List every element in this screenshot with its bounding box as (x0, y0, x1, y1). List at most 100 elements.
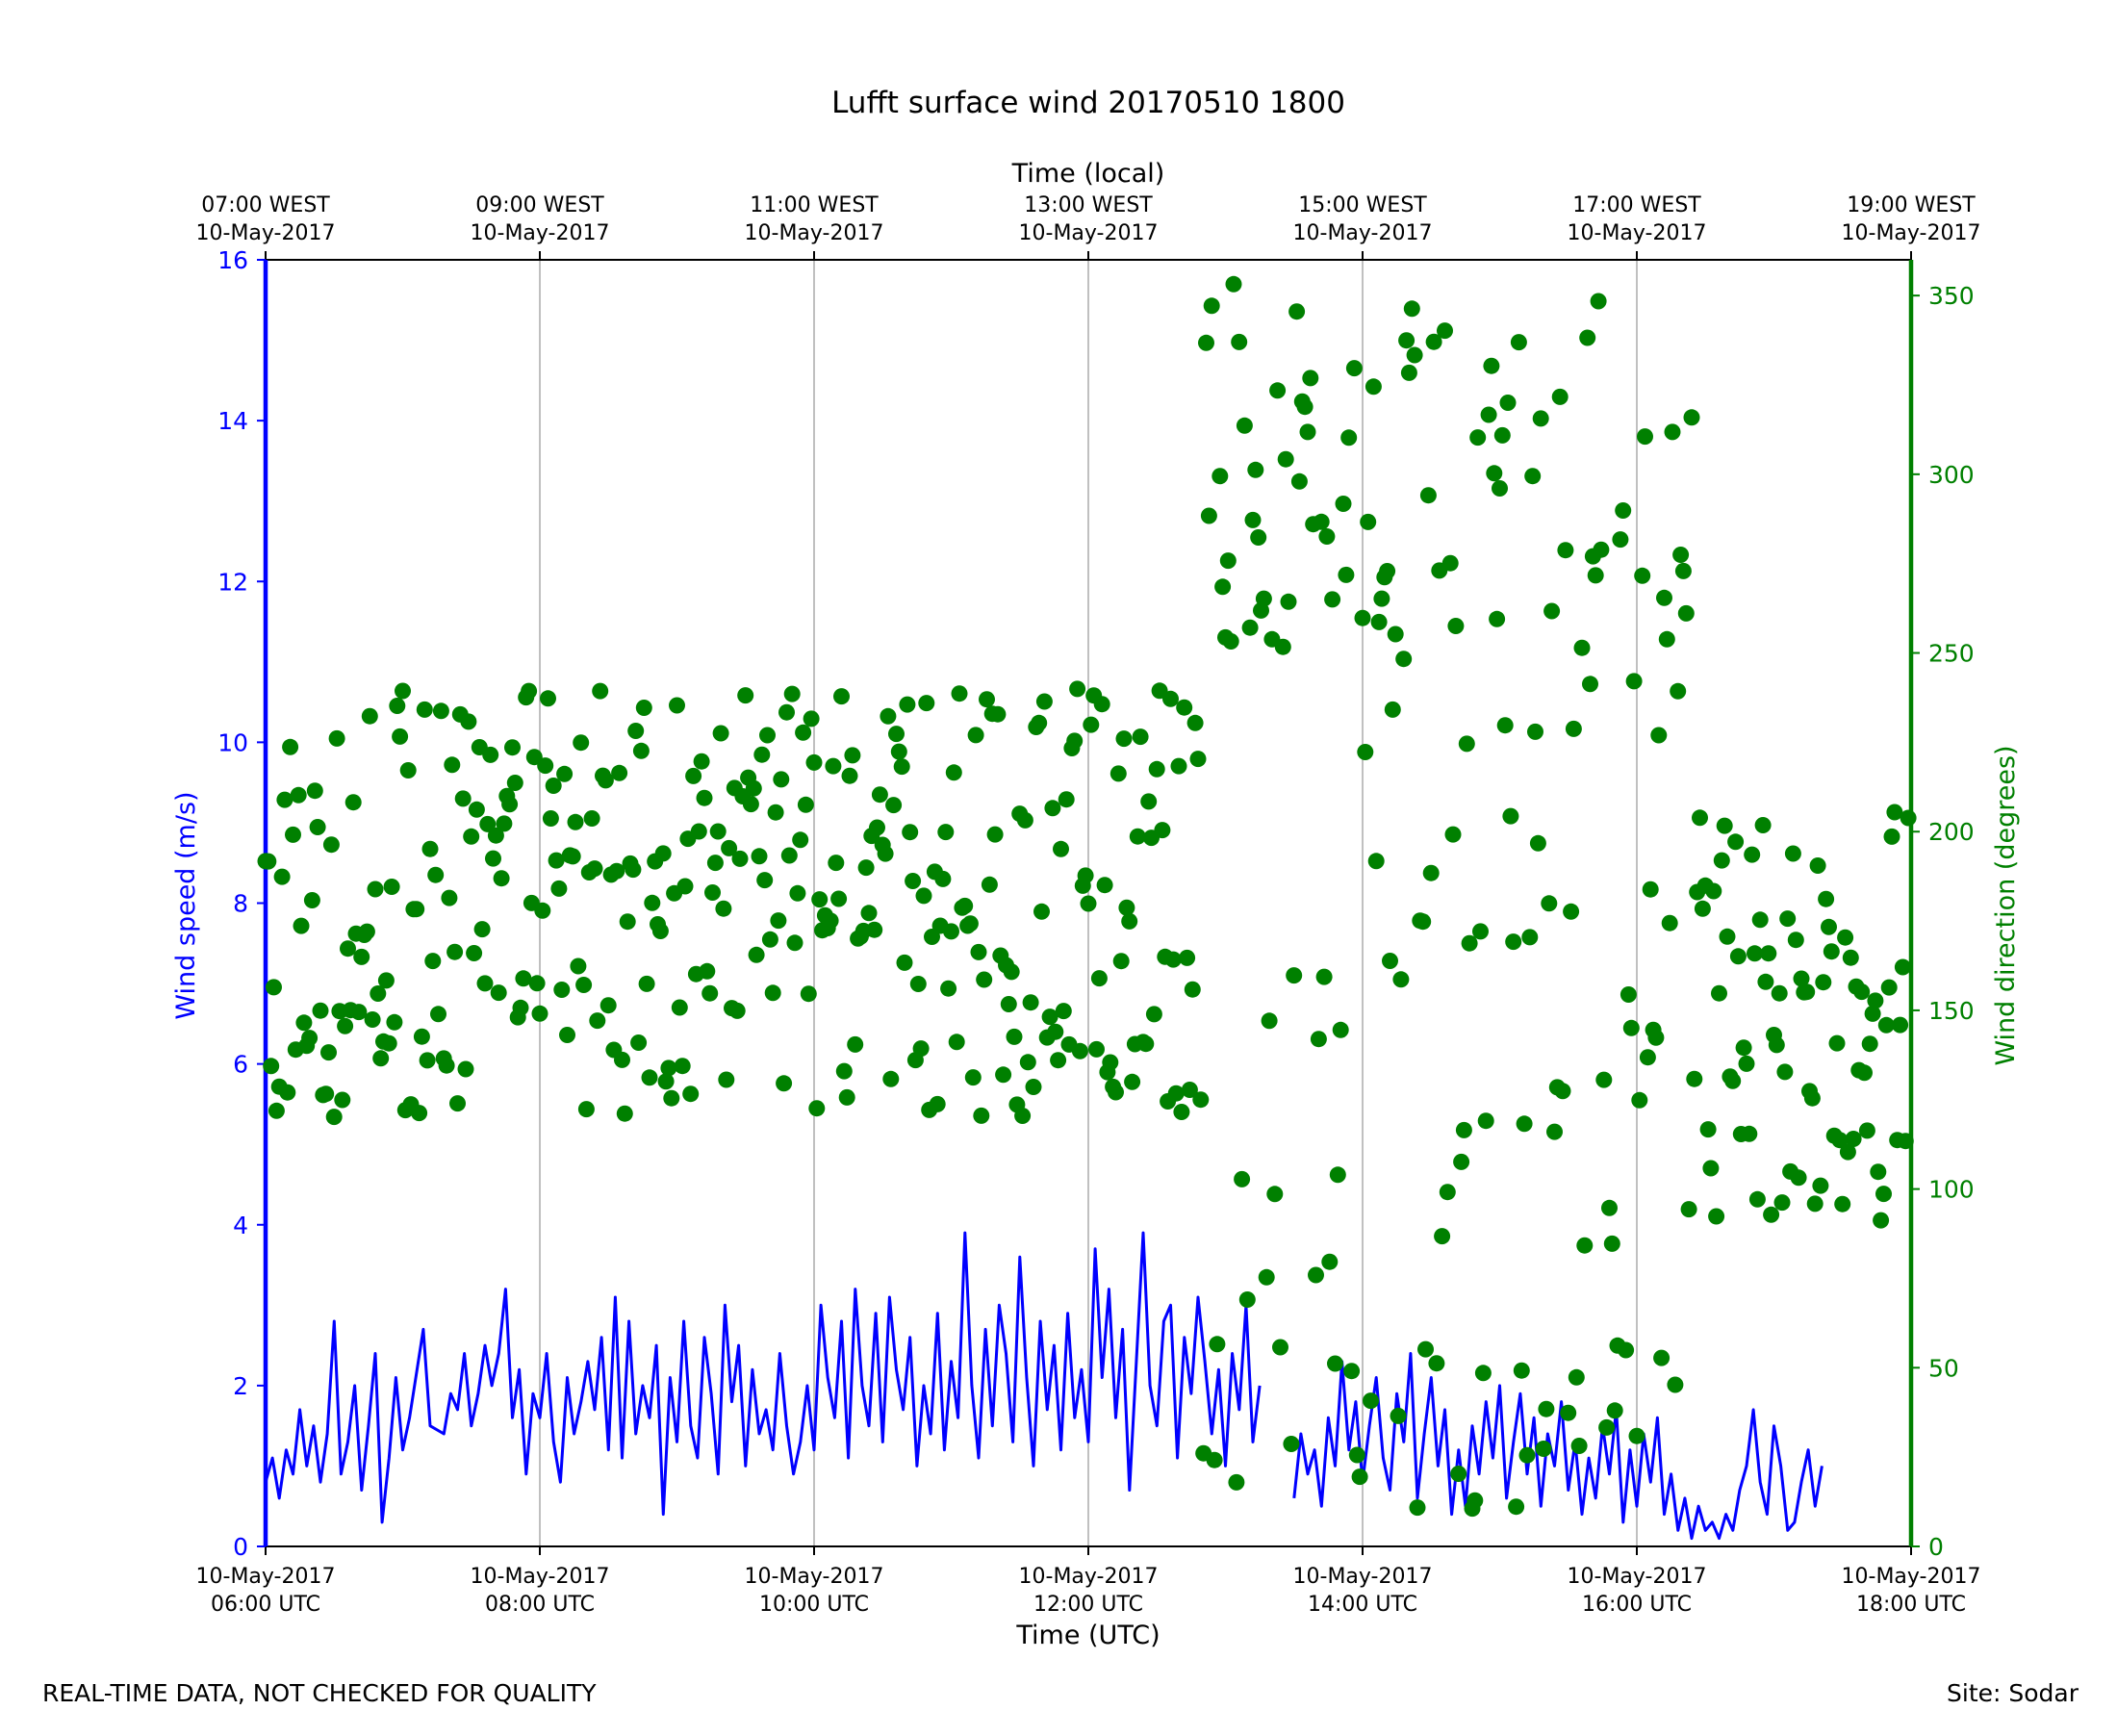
wind-direction-point (1261, 1012, 1278, 1030)
wind-direction-point (1363, 1392, 1379, 1410)
wind-direction-point (1818, 890, 1835, 907)
wind-direction-point (1803, 1089, 1821, 1107)
wind-direction-point (1598, 1418, 1616, 1436)
wind-direction-point (1541, 895, 1558, 912)
wind-direction-point (525, 749, 543, 766)
wind-direction-point (880, 707, 897, 725)
wind-direction-point (583, 810, 600, 827)
wind-direction-point (608, 862, 625, 880)
wind-direction-point (1080, 895, 1097, 912)
wind-direction-point (1357, 744, 1374, 760)
wind-direction-point (1453, 1153, 1470, 1170)
wind-direction-point (644, 894, 661, 911)
wind-direction-point (627, 723, 645, 739)
wind-direction-point (260, 853, 277, 870)
wind-direction-point (419, 1052, 436, 1069)
wind-direction-point (940, 980, 957, 997)
wind-direction-point (704, 884, 721, 901)
wind-direction-point (1631, 1091, 1648, 1109)
wind-direction-point (1329, 1166, 1346, 1184)
wind-direction-point (671, 999, 688, 1016)
wind-direction-point (1510, 334, 1527, 351)
wind-direction-point (337, 1017, 354, 1034)
wind-direction-point (389, 698, 406, 714)
wind-direction-point (424, 953, 442, 970)
wind-direction-point (534, 902, 551, 919)
wind-direction-point (712, 725, 729, 742)
wind-direction-point (506, 775, 523, 791)
wind-direction-point (1192, 1091, 1210, 1109)
wind-direction-point (1277, 450, 1294, 468)
wind-direction-point (808, 1100, 826, 1117)
wind-direction-point (1019, 1054, 1036, 1071)
wind-direction-point (441, 889, 458, 906)
wind-direction-point (1467, 1492, 1484, 1509)
wind-direction-point (1387, 625, 1404, 643)
wind-direction-point (1776, 1063, 1794, 1081)
wind-direction-point (501, 796, 519, 813)
x2-axis-label: Time (local) (1011, 159, 1165, 189)
wind-direction-point (756, 872, 774, 889)
y2-tick-label: 200 (1928, 818, 1975, 846)
wind-direction-point (663, 1089, 680, 1107)
x2-tick-label: 10-May-2017 (1293, 221, 1433, 245)
wind-direction-point (1527, 723, 1543, 740)
wind-direction-point (1439, 1184, 1456, 1201)
wind-direction-point (967, 727, 984, 744)
wind-direction-point (1771, 984, 1788, 1002)
wind-direction-point (427, 866, 445, 883)
wind-direction-point (1041, 1008, 1058, 1026)
wind-direction-point (632, 742, 650, 759)
wind-direction-point (1469, 429, 1487, 447)
wind-direction-point (589, 1012, 606, 1030)
wind-direction-point (567, 813, 584, 830)
wind-direction-point (411, 1105, 428, 1122)
wind-direction-point (934, 870, 952, 887)
wind-direction-point (1415, 913, 1432, 931)
wind-direction-point (1738, 1055, 1755, 1072)
wind-direction-point (780, 847, 798, 864)
wind-direction-point (1554, 1083, 1571, 1100)
wind-direction-point (1332, 1021, 1349, 1038)
wind-direction-point (1880, 979, 1898, 996)
wind-direction-point (449, 1095, 466, 1112)
wind-direction-point (759, 727, 776, 744)
wind-direction-point (1579, 329, 1596, 346)
wind-direction-point (1612, 531, 1629, 549)
wind-direction-point (545, 778, 562, 794)
wind-direction-point (669, 697, 685, 714)
wind-direction-point (811, 891, 829, 908)
wind-direction-point (1897, 1133, 1914, 1150)
wind-direction-point (466, 945, 483, 961)
wind-direction-point (1845, 1131, 1862, 1147)
wind-direction-point (902, 824, 919, 841)
wind-direction-point (1313, 513, 1330, 530)
wind-direction-point (266, 979, 282, 996)
wind-direction-point (1154, 822, 1171, 839)
wind-direction-point (1729, 948, 1747, 965)
wind-direction-point (1642, 881, 1659, 898)
wind-direction-point (586, 860, 603, 878)
wind-direction-point (1236, 417, 1253, 434)
wind-direction-point (1483, 357, 1500, 374)
wind-direction-point (1455, 1121, 1472, 1138)
wind-direction-point (1692, 809, 1708, 827)
y-tick-label: 10 (217, 728, 248, 756)
wind-direction-point (540, 690, 556, 707)
wind-direction-point (1667, 1376, 1684, 1393)
wind-direction-point (1546, 1123, 1563, 1140)
x2-tick-label: 10-May-2017 (196, 221, 336, 245)
wind-direction-point (1625, 673, 1643, 690)
wind-direction-point (1563, 903, 1580, 920)
wind-direction-point (1892, 1016, 1909, 1034)
wind-direction-point (1379, 563, 1396, 579)
wind-direction-point (1461, 934, 1478, 952)
wind-direction-point (825, 757, 842, 775)
wind-direction-point (1145, 1006, 1162, 1023)
wind-direction-point (1773, 1194, 1791, 1212)
wind-direction-point (1250, 529, 1267, 546)
wind-direction-point (1050, 1052, 1067, 1069)
wind-direction-point (515, 970, 532, 987)
wind-direction-point (1345, 360, 1363, 377)
wind-direction-point (1812, 1177, 1829, 1194)
